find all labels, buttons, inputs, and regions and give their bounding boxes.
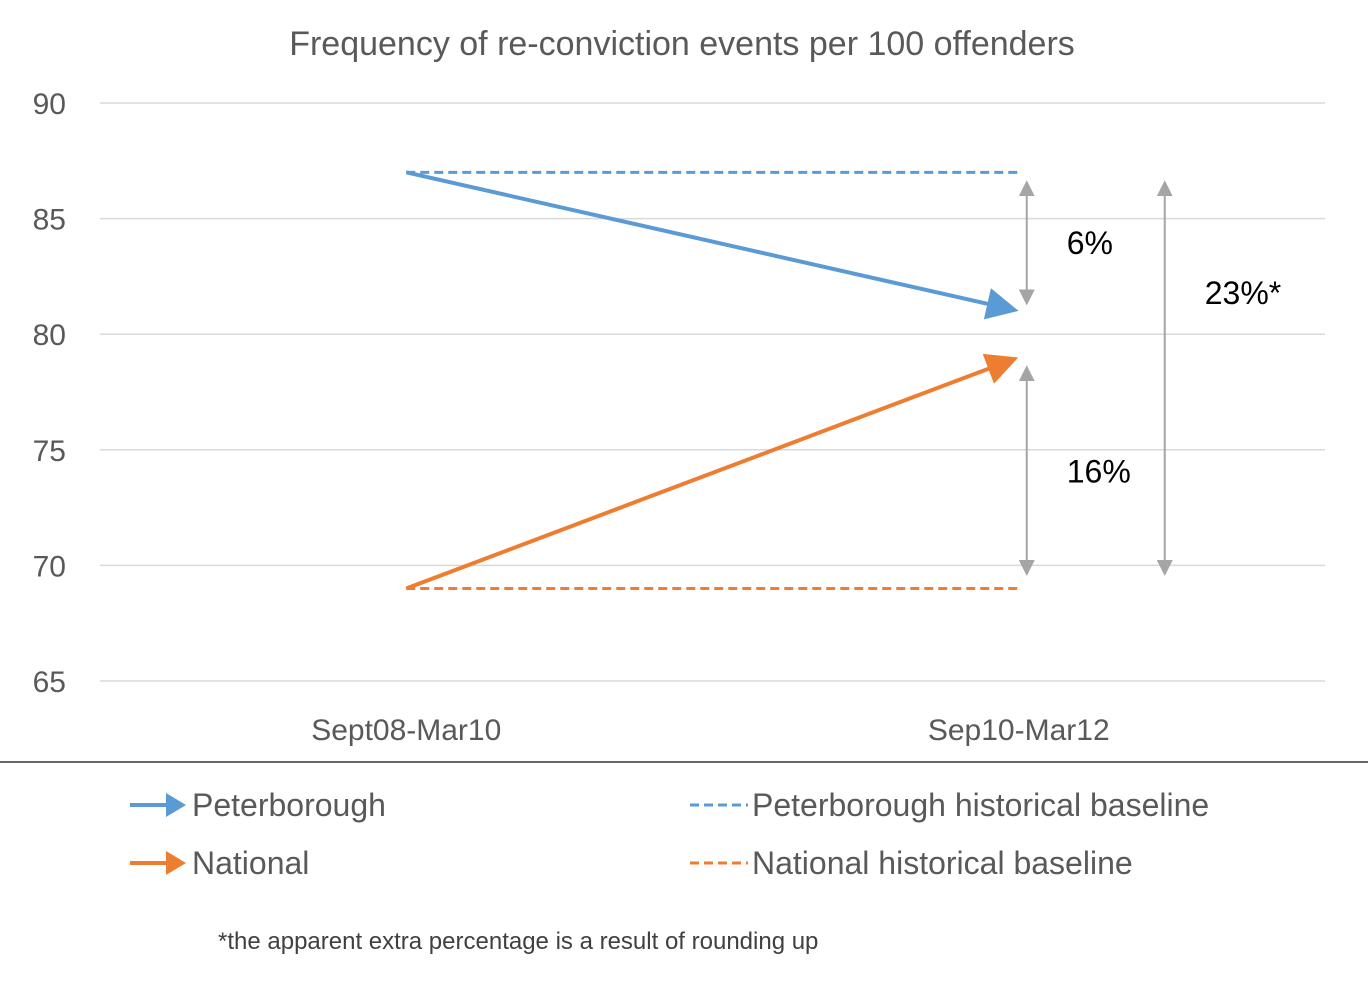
legend-label: National historical baseline — [752, 845, 1133, 881]
x-tick-label: Sept08-Mar10 — [311, 714, 501, 747]
footnote: *the apparent extra percentage is a resu… — [218, 928, 818, 955]
difference-label: 16% — [1067, 454, 1131, 490]
peterborough-arrow — [405, 170, 1019, 320]
chart-title: Frequency of re-conviction events per 10… — [289, 25, 1075, 63]
y-tick-label: 85 — [33, 204, 66, 237]
y-tick-label: 65 — [33, 666, 66, 699]
legend-label: Peterborough historical baseline — [752, 787, 1209, 823]
national-arrow — [405, 353, 1019, 591]
x-tick-label: Sep10-Mar12 — [928, 714, 1110, 747]
y-tick-label: 75 — [33, 435, 66, 468]
legend-label: Peterborough — [192, 787, 386, 823]
difference-label: 6% — [1067, 225, 1113, 261]
difference-label: 23%* — [1205, 275, 1282, 311]
y-tick-label: 80 — [33, 319, 66, 352]
y-tick-label: 90 — [33, 88, 66, 121]
legend-arrow-icon — [166, 851, 186, 875]
y-tick-label: 70 — [33, 550, 66, 583]
legend-label: National — [192, 845, 309, 881]
legend-arrow-icon — [166, 793, 186, 817]
